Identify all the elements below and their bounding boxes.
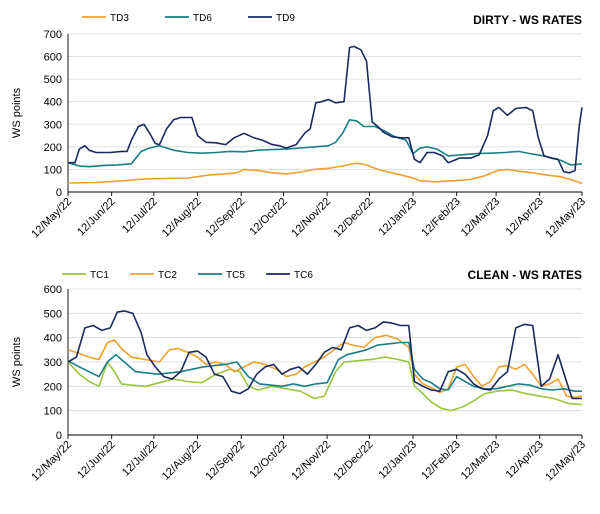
y-tick-label: 600 [44, 52, 62, 64]
x-tick-label: 12/Sep/22 [203, 196, 247, 240]
x-tick-label: 12/Mar/23 [459, 439, 503, 483]
legend-label: TC1 [90, 270, 109, 281]
x-tick-label: 12/May/22 [29, 196, 74, 241]
x-tick-label: 12/May/23 [543, 196, 588, 241]
x-tick-label: 12/Jun/22 [75, 439, 118, 482]
x-tick-label: 12/Aug/22 [160, 439, 204, 483]
series-line-td6 [67, 119, 583, 168]
x-tick-label: 12/Nov/22 [289, 439, 333, 483]
series-line-td9 [68, 45, 583, 174]
legend-label: TD3 [110, 13, 129, 24]
chart-title: DIRTY - WS RATES [473, 13, 582, 27]
series-line-td3 [67, 162, 583, 185]
x-tick-label: 12/Apr/23 [504, 196, 546, 238]
x-tick-label: 12/Dec/22 [332, 196, 376, 240]
x-tick-label: 12/Oct/22 [247, 196, 289, 238]
y-tick-label: 500 [44, 308, 62, 320]
legend-label: TC2 [158, 270, 177, 281]
series-line-tc6 [67, 310, 582, 400]
x-tick-label: 12/Jan/23 [376, 439, 419, 482]
x-tick-label: 12/May/22 [29, 439, 74, 484]
x-tick-label: 12/Sep/22 [203, 439, 247, 483]
legend-label: TD6 [193, 13, 212, 24]
y-tick-label: 400 [44, 97, 62, 109]
y-tick-label: 400 [44, 333, 62, 345]
y-tick-label: 500 [44, 74, 62, 86]
legend-label: TD9 [276, 13, 295, 24]
x-tick-label: 12/Jul/22 [120, 196, 160, 236]
x-tick-label: 12/Jun/22 [75, 196, 118, 239]
x-tick-label: 12/Mar/23 [459, 196, 503, 240]
y-tick-label: 100 [44, 164, 62, 176]
y-tick-label: 300 [44, 119, 62, 131]
legend-label: TC5 [226, 270, 245, 281]
x-tick-label: 12/Oct/22 [247, 439, 289, 481]
y-tick-label: 300 [44, 357, 62, 369]
x-tick-label: 12/Feb/23 [419, 196, 463, 240]
x-tick-label: 12/Aug/22 [160, 196, 204, 240]
y-tick-label: 100 [44, 406, 62, 418]
x-tick-label: 12/Apr/23 [504, 439, 546, 481]
y-tick-label: 0 [56, 187, 62, 199]
chart-title: CLEAN - WS RATES [468, 268, 582, 282]
x-tick-label: 12/Nov/22 [289, 196, 333, 240]
y-axis-label: WS points [11, 336, 23, 387]
y-tick-label: 200 [44, 142, 62, 154]
y-tick-label: 600 [44, 284, 62, 296]
dirty-ws-rates-chart: 0 100 200 300 400 500 600 700 12/May/22 12/Jun/22… [11, 13, 588, 240]
series-line-tc1 [67, 356, 583, 412]
y-tick-label: 200 [44, 381, 62, 393]
y-tick-label: 700 [44, 29, 62, 41]
legend-label: TC6 [294, 270, 313, 281]
x-tick-label: 12/Jan/23 [376, 196, 419, 239]
series-line-tc2 [67, 334, 583, 399]
x-tick-label: 12/Jul/22 [120, 439, 160, 479]
y-tick-label: 0 [56, 430, 62, 442]
x-tick-label: 12/Dec/22 [332, 439, 376, 483]
x-tick-label: 12/May/23 [543, 439, 588, 484]
x-tick-label: 12/Feb/23 [419, 439, 463, 483]
y-axis-label: WS points [11, 87, 23, 138]
